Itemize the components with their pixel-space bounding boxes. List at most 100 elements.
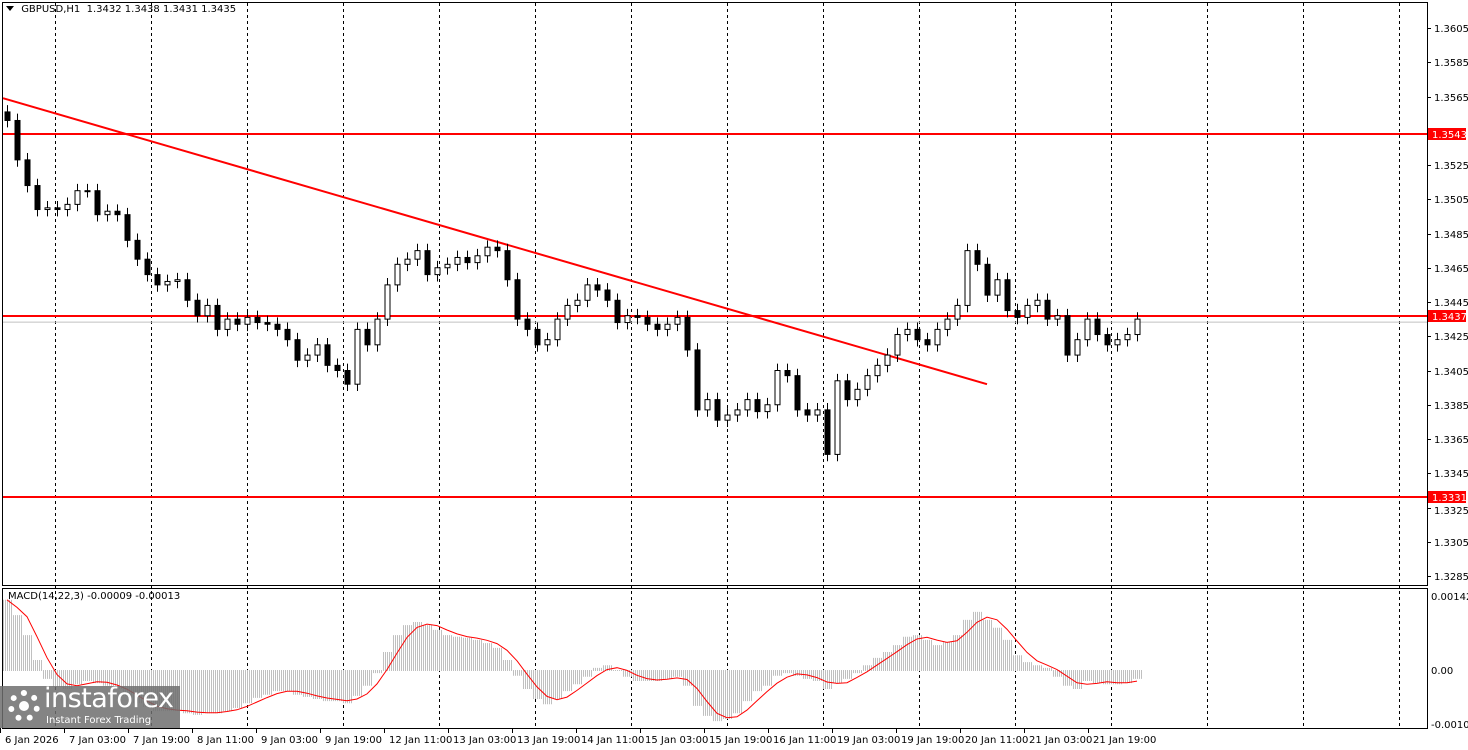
candle bbox=[924, 332, 931, 352]
candle bbox=[584, 278, 591, 308]
dropdown-triangle-icon[interactable] bbox=[6, 6, 14, 11]
candle bbox=[604, 283, 611, 308]
candle-body bbox=[804, 409, 811, 416]
candle bbox=[954, 298, 961, 326]
candle-body bbox=[704, 399, 711, 411]
candle bbox=[514, 272, 521, 326]
candle bbox=[254, 310, 261, 330]
candle bbox=[714, 392, 721, 428]
candle bbox=[184, 272, 191, 308]
candle-body bbox=[1094, 318, 1101, 336]
candle bbox=[554, 312, 561, 347]
price-axis: 1.3605 1.3585 1.3565 1.3525 1.3505 1.3485 1.34… bbox=[1427, 24, 1468, 731]
price-tick-label: 1.3365 bbox=[1434, 435, 1468, 446]
candle bbox=[194, 293, 201, 323]
candle-body bbox=[484, 246, 491, 257]
candle-body bbox=[304, 354, 311, 361]
candle-body bbox=[844, 380, 851, 401]
candle bbox=[814, 403, 821, 422]
candle-body bbox=[314, 344, 321, 356]
candle-body bbox=[584, 284, 591, 301]
candle-body bbox=[784, 370, 791, 377]
candle-body bbox=[624, 315, 631, 324]
candle-body bbox=[694, 349, 701, 411]
candle-body bbox=[524, 318, 531, 330]
price-tick-label: 1.3605 bbox=[1434, 24, 1468, 35]
candle bbox=[4, 105, 11, 128]
candle-body bbox=[554, 318, 561, 341]
candle-body bbox=[884, 354, 891, 366]
candle bbox=[764, 397, 771, 419]
candle bbox=[564, 298, 571, 326]
candle-body bbox=[424, 250, 431, 276]
price-tick-label: 1.3525 bbox=[1434, 161, 1468, 172]
candle-body bbox=[94, 190, 101, 216]
candle bbox=[124, 207, 131, 248]
macd-tick-label: 0.00142 bbox=[1431, 592, 1468, 603]
candle bbox=[984, 257, 991, 302]
candle-body bbox=[1084, 318, 1091, 341]
candle-body bbox=[334, 364, 341, 371]
time-tick-label: 15 Jan 03:00 bbox=[645, 735, 708, 746]
candle-body bbox=[214, 304, 221, 330]
candle bbox=[844, 373, 851, 407]
candle bbox=[54, 200, 61, 217]
candle-body bbox=[514, 279, 521, 320]
candle-body bbox=[1014, 310, 1021, 318]
candle bbox=[484, 240, 491, 263]
candle bbox=[804, 403, 811, 422]
candle-body bbox=[954, 304, 961, 320]
candle bbox=[64, 197, 71, 217]
candle bbox=[454, 250, 461, 272]
level-lines[interactable] bbox=[2, 97, 1427, 498]
candle-body bbox=[294, 339, 301, 361]
candle-body bbox=[494, 246, 501, 252]
candle-body bbox=[264, 322, 271, 325]
candle-body bbox=[474, 255, 481, 264]
time-tick-label: 20 Jan 11:00 bbox=[965, 735, 1028, 746]
candle bbox=[224, 312, 231, 337]
symbol-label: GBPUSD,H1 bbox=[21, 4, 81, 15]
candle-body bbox=[64, 203, 71, 211]
trend-line[interactable] bbox=[2, 97, 988, 386]
candle-body bbox=[44, 207, 51, 211]
candle bbox=[274, 317, 281, 337]
candle bbox=[1134, 312, 1141, 342]
candle bbox=[874, 358, 881, 383]
candle-body bbox=[184, 279, 191, 301]
price-tick-label: 1.3425 bbox=[1434, 332, 1468, 343]
time-tick-label: 14 Jan 11:00 bbox=[581, 735, 644, 746]
candle-body bbox=[124, 214, 131, 241]
price-tick-label: 1.3305 bbox=[1434, 538, 1468, 549]
candle bbox=[424, 243, 431, 282]
candle bbox=[204, 298, 211, 323]
candle-body bbox=[944, 318, 951, 330]
candle bbox=[654, 317, 661, 337]
candle bbox=[84, 183, 91, 198]
candle bbox=[544, 332, 551, 352]
candle-body bbox=[754, 399, 761, 413]
candle bbox=[1044, 293, 1051, 326]
price-level-badge bbox=[1428, 491, 1466, 503]
time-tick-label: 7 Jan 03:00 bbox=[69, 735, 126, 746]
candle bbox=[1054, 308, 1061, 326]
candle-body bbox=[634, 315, 641, 318]
candle bbox=[144, 252, 151, 282]
candle-body bbox=[984, 263, 991, 296]
price-tick-label: 1.3345 bbox=[1434, 469, 1468, 480]
price-tick-label: 1.3445 bbox=[1434, 298, 1468, 309]
candle bbox=[344, 363, 351, 392]
price-tick-label: 1.3325 bbox=[1434, 506, 1468, 517]
candle bbox=[934, 322, 941, 352]
candle bbox=[624, 308, 631, 330]
candle-body bbox=[14, 119, 21, 161]
candle bbox=[164, 274, 171, 292]
candle bbox=[94, 183, 101, 222]
candle-body bbox=[864, 375, 871, 390]
candle bbox=[464, 250, 471, 270]
candle-body bbox=[394, 263, 401, 286]
candle bbox=[1104, 327, 1111, 352]
macd-signal-line bbox=[6, 599, 1138, 719]
candle-body bbox=[964, 250, 971, 306]
